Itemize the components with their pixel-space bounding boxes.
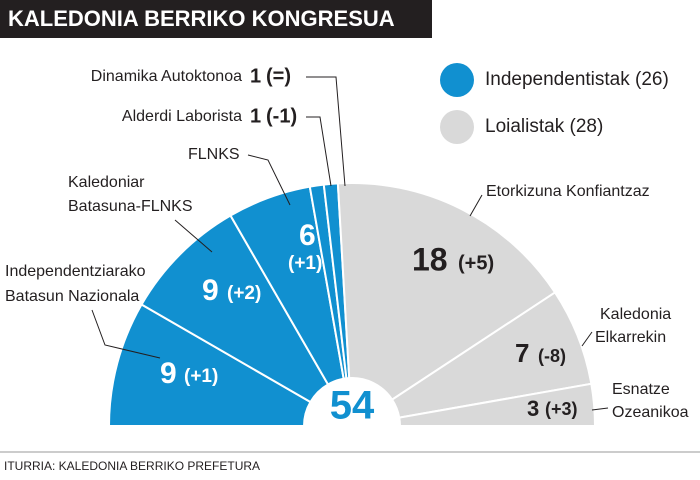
slice-label: Dinamika Autoktonoa — [91, 68, 242, 85]
leader-line — [306, 76, 346, 187]
slice — [107, 303, 312, 427]
leader-line — [91, 309, 161, 359]
change-label: (=) — [266, 65, 291, 87]
slice — [398, 382, 597, 427]
slice-label: Etorkizuna Konfiantzaz — [486, 183, 650, 200]
source: ITURRIA: KALEDONIA BERRIKO PREFETURA — [4, 459, 260, 473]
slice-label: Alderdi Laborista — [122, 108, 242, 125]
change-label: (-8) — [538, 346, 566, 366]
slice-label: FLNKS — [188, 146, 240, 163]
value-label: 3 — [527, 396, 539, 421]
legend-label: Independentistak (26) — [485, 69, 669, 90]
leader-line — [174, 219, 213, 253]
slice-label: Batasun Nazionala — [5, 288, 139, 305]
slice-label: Kaledoniar — [68, 174, 145, 191]
change-label: (+1) — [288, 253, 322, 274]
title-bar — [0, 0, 432, 38]
change-label: (+1) — [184, 366, 218, 387]
value-label: 7 — [515, 338, 529, 368]
chart-title: KALEDONIA BERRIKO KONGRESUA — [8, 6, 395, 31]
leader-line — [469, 194, 483, 217]
slice — [336, 182, 557, 402]
change-label: (+3) — [545, 399, 578, 419]
slice-label: Ozeanikoa — [612, 404, 689, 421]
change-label: (-1) — [266, 105, 297, 127]
slice-label: Kaledonia — [600, 306, 671, 323]
value-label: 18 — [412, 241, 448, 277]
value-label: 1 — [250, 65, 261, 87]
legend-label: Loialistak (28) — [485, 116, 603, 137]
slice-label: Batasuna-FLNKS — [68, 198, 193, 215]
slice-label: Independentziarako — [5, 263, 146, 280]
change-label: (+5) — [458, 252, 494, 274]
legend-swatch — [440, 63, 474, 97]
total-label: 54 — [330, 384, 375, 428]
change-label: (+2) — [227, 283, 261, 304]
value-label: 9 — [202, 274, 219, 307]
slice — [140, 214, 330, 404]
value-label: 9 — [160, 357, 177, 390]
leader-line — [591, 407, 609, 411]
value-label: 6 — [299, 219, 316, 252]
leader-line — [306, 116, 332, 187]
legend-swatch — [440, 110, 474, 144]
value-label: 1 — [250, 105, 261, 127]
leader-line — [247, 154, 291, 206]
slice-label: Esnatze — [612, 381, 670, 398]
leader-line — [581, 331, 593, 347]
slice-label: Elkarrekin — [595, 329, 666, 346]
